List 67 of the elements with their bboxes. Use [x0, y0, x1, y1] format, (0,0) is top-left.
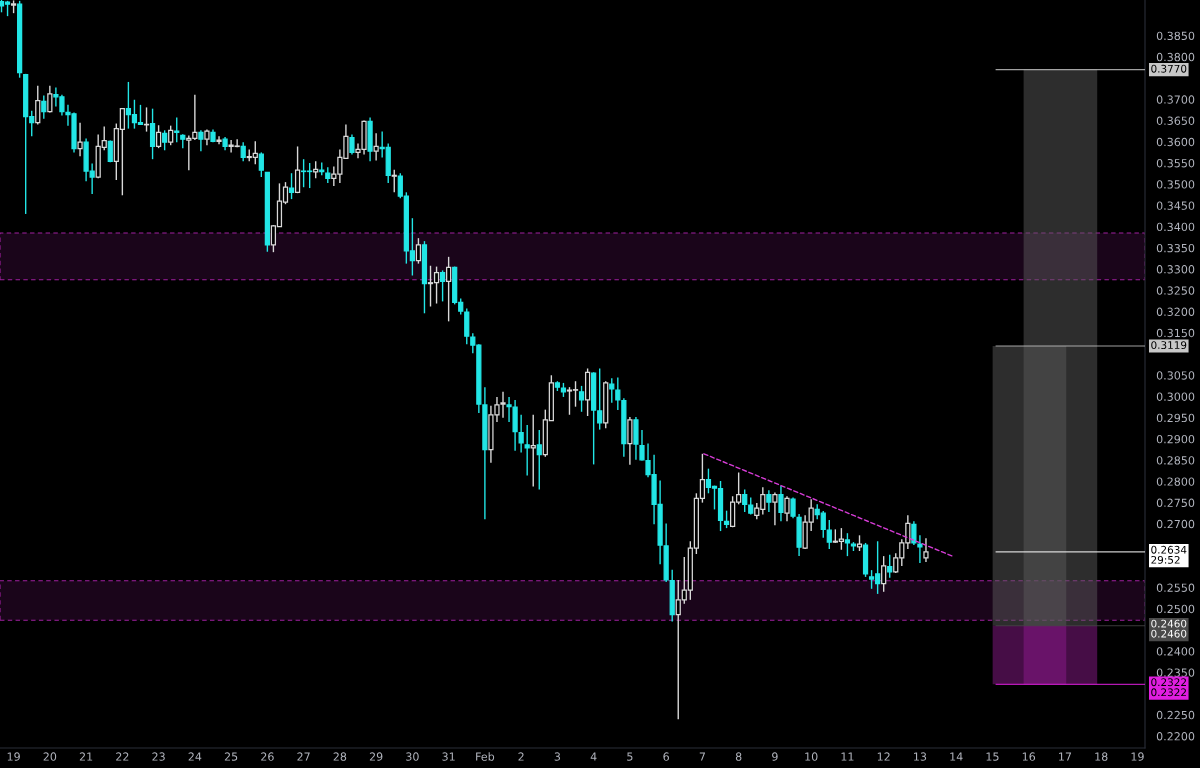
x-tick-label: 27 [297, 752, 310, 761]
y-tick-label: 0.3700 [1156, 95, 1195, 104]
y-tick-label: 0.2550 [1156, 583, 1195, 592]
x-tick-label: 14 [950, 752, 963, 761]
ref-line-label: 0.2634 29:52 [1151, 545, 1187, 564]
y-tick-label: 0.2350 [1156, 668, 1195, 677]
x-tick-label: 28 [333, 752, 347, 761]
ref-line-label: 0.2322 0.2322 [1151, 678, 1186, 697]
y-tick-label: 0.2750 [1156, 498, 1195, 508]
x-tick-label: 23 [152, 752, 165, 761]
x-tick-label: 24 [188, 752, 202, 761]
y-tick-label: 0.3250 [1156, 286, 1195, 295]
y-tick-label: 0.3200 [1156, 307, 1195, 316]
bar [1023, 69, 1098, 626]
y-tick-label: 0.2700 [1156, 519, 1195, 529]
x-tick-label: 19 [7, 752, 20, 761]
y-tick-label: 0.3450 [1156, 201, 1195, 210]
x-tick-label: 30 [406, 752, 419, 761]
x-tick-label: 13 [914, 752, 927, 761]
y-tick-label: 0.2900 [1156, 434, 1195, 444]
ref-line-label: 0.3770 [1151, 64, 1187, 73]
x-tick-label: 16 [1022, 752, 1036, 761]
ref-line-label: 0.2460 0.2460 [1151, 619, 1187, 638]
y-tick-label: 0.3300 [1156, 265, 1195, 274]
x-tick-label: 21 [79, 752, 93, 761]
x-tick-label: 12 [877, 752, 890, 761]
y-tick-label: 0.3400 [1156, 222, 1195, 232]
x-tick-label: 26 [261, 752, 274, 761]
y-tick-label: 0.3850 [1156, 31, 1195, 41]
x-tick-label: 17 [1059, 752, 1072, 761]
y-tick-label: 0.3550 [1156, 158, 1195, 168]
y-tick-label: 0.3050 [1156, 371, 1195, 380]
x-tick-label: 15 [986, 752, 999, 761]
x-tick-label: 31 [442, 752, 455, 761]
x-tick-label: 29 [369, 752, 383, 761]
y-tick-label: 0.2950 [1156, 413, 1195, 423]
ref-line-label: 0.3119 [1151, 341, 1187, 349]
y-tick-label: 0.3500 [1156, 180, 1195, 189]
y-tick-label: 0.2500 [1156, 604, 1195, 614]
y-tick-label: 0.2200 [1156, 732, 1195, 741]
y-tick-label: 0.3350 [1156, 243, 1195, 253]
y-tick-label: 0.3150 [1156, 328, 1195, 338]
y-tick-label: 0.3600 [1156, 137, 1195, 147]
y-tick-label: 0.2250 [1156, 710, 1195, 720]
x-tick-label: 18 [1095, 752, 1108, 761]
x-tick-label: 5 [627, 752, 633, 761]
x-tick-label: 6 [663, 752, 669, 761]
x-tick-label: 3 [554, 752, 561, 761]
y-tick-label: 0.3650 [1156, 116, 1195, 125]
x-tick-label: 25 [224, 752, 238, 761]
x-tick-label: 9 [772, 752, 778, 761]
x-tick-label: 2 [518, 752, 524, 761]
x-tick-label: 4 [590, 752, 597, 761]
x-tick-label: 10 [805, 752, 818, 761]
x-tick-label: 22 [116, 752, 129, 761]
x-tick-label: 11 [841, 752, 854, 761]
x-tick-label: Feb [476, 752, 495, 761]
y-tick-label: 0.3000 [1156, 392, 1195, 401]
y-tick-label: 0.2800 [1156, 477, 1195, 486]
bar [1023, 625, 1098, 685]
x-tick-label: 20 [43, 752, 57, 761]
y-tick-label: 0.2400 [1156, 647, 1195, 656]
x-tick-label: 19 [1131, 752, 1144, 761]
y-tick-label: 0.2850 [1156, 456, 1195, 465]
x-tick-label: 7 [699, 752, 705, 761]
x-tick-label: 8 [735, 752, 742, 761]
y-tick-label: 0.3800 [1156, 52, 1195, 62]
